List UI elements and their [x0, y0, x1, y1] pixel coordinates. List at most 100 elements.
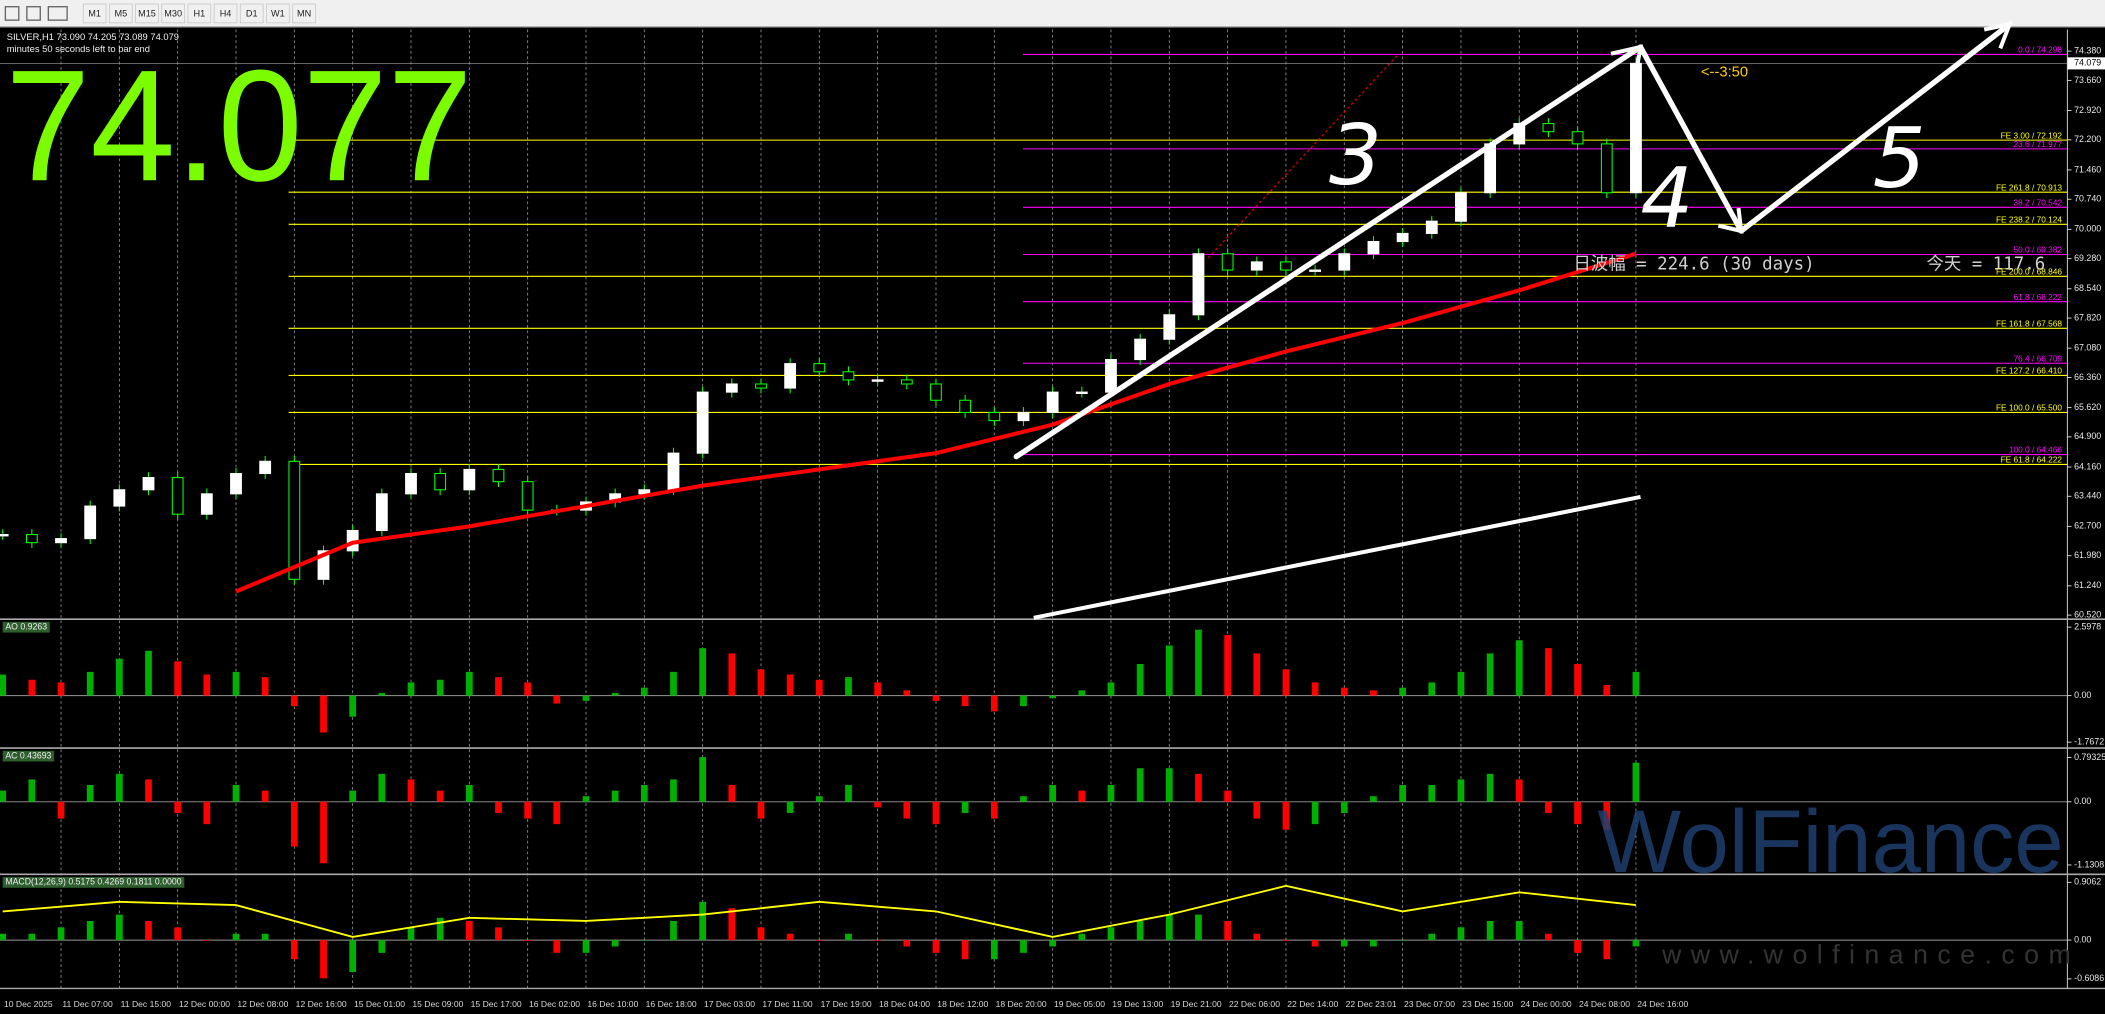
toolbar-icon[interactable] — [26, 6, 41, 21]
y-tick-label: 0.00 — [2074, 690, 2091, 700]
histogram-bar — [261, 933, 269, 941]
timeframe-button[interactable] — [239, 3, 264, 24]
histogram-bar — [1049, 695, 1056, 699]
histogram-bar — [874, 682, 881, 696]
histogram-bar — [0, 933, 7, 941]
histogram-bar — [1515, 920, 1523, 941]
histogram-bar — [1078, 790, 1086, 802]
histogram-bar — [1457, 927, 1465, 941]
histogram-bar — [290, 695, 298, 707]
timeframe-label[interactable]: H1 — [194, 9, 206, 19]
histogram-bar — [1428, 785, 1436, 802]
candle — [1571, 131, 1584, 145]
histogram-bar — [728, 908, 736, 941]
histogram-bar — [932, 695, 940, 701]
timeframe-button[interactable] — [109, 3, 133, 24]
timeframe-label[interactable]: D1 — [246, 9, 258, 19]
histogram-bar — [582, 940, 590, 953]
histogram-bar — [1195, 914, 1202, 941]
x-tick-label: 17 Dec 03:00 — [704, 999, 755, 1009]
bar-countdown: minutes 50 seconds left to bar end — [7, 43, 150, 54]
fib-label: FE 161.8 / 67.568 — [1996, 318, 2062, 328]
watermark-url: www.wolfinance.com — [1661, 939, 2080, 969]
y-tick-label: 62.700 — [2074, 521, 2101, 531]
histogram-bar — [553, 695, 561, 704]
indicator-label-bg — [2, 877, 185, 888]
histogram-bar — [1545, 801, 1552, 813]
histogram-bar — [932, 801, 940, 825]
timeframe-button[interactable] — [187, 3, 212, 24]
candle — [1105, 359, 1117, 393]
fib-label: 100.0 / 64.466 — [2009, 445, 2063, 455]
current-price-label: 74.079 — [2074, 58, 2101, 68]
histogram-bar — [903, 690, 911, 696]
candle — [1542, 123, 1555, 133]
histogram-bar — [961, 940, 969, 960]
wave-label: 5 — [1873, 110, 1926, 207]
timeframe-button[interactable] — [213, 3, 238, 24]
y-tick-label: -1.1308 — [2074, 859, 2104, 869]
indicator-label: AC 0.43693 — [5, 750, 51, 760]
timeframe-label[interactable]: W1 — [271, 9, 285, 19]
timeframe-label[interactable]: M30 — [164, 9, 182, 19]
timeframe-label[interactable]: H4 — [220, 9, 232, 19]
toolbar-icon[interactable] — [47, 6, 68, 21]
histogram-bar — [1107, 682, 1115, 696]
timeframe-button[interactable] — [82, 3, 107, 24]
marks-layer — [0, 57, 1642, 979]
histogram-bar — [757, 669, 765, 696]
histogram-bar — [174, 927, 182, 941]
y-tick-label: 61.980 — [2074, 550, 2101, 560]
histogram-bar — [1253, 653, 1261, 696]
timeframe-label[interactable]: M15 — [138, 9, 156, 19]
y-tick-label: 70.000 — [2074, 224, 2101, 234]
candle — [1367, 241, 1380, 255]
timeframe-button[interactable] — [161, 3, 185, 24]
timeframe-label[interactable]: M5 — [114, 9, 127, 19]
candle — [988, 411, 1001, 422]
histogram-bar — [640, 940, 648, 941]
histogram-bar — [699, 757, 707, 802]
y-tick-label: 72.920 — [2074, 105, 2101, 115]
histogram-bar — [1165, 645, 1173, 696]
candle — [813, 363, 826, 373]
histogram-bar — [786, 674, 794, 696]
histogram-bar — [349, 695, 357, 717]
histogram-bar — [1632, 671, 1640, 696]
histogram-bar — [495, 801, 502, 813]
x-tick-label: 16 Dec 18:00 — [646, 999, 697, 1009]
fib-label: FE 61.8 / 64.222 — [2001, 455, 2063, 465]
histogram-bar — [524, 940, 532, 941]
histogram-bar — [553, 940, 561, 953]
candle — [1163, 314, 1176, 340]
histogram-bar — [115, 658, 123, 696]
timeframe-button[interactable] — [266, 3, 290, 24]
candle — [784, 363, 797, 389]
toolbar-icon[interactable] — [4, 6, 20, 21]
histogram-bar — [145, 920, 152, 941]
candle — [113, 489, 126, 507]
timeframe-button[interactable] — [292, 3, 316, 24]
histogram-bar — [495, 927, 502, 941]
histogram-bar — [465, 785, 473, 802]
histogram-bar — [290, 940, 298, 960]
histogram-bar — [1020, 796, 1027, 802]
timeframe-button[interactable] — [135, 3, 159, 24]
histogram-bar — [699, 648, 707, 696]
x-tick-label: 24 Dec 08:00 — [1579, 999, 1630, 1009]
histogram-bar — [465, 920, 473, 941]
histogram-bar — [1632, 940, 1640, 947]
timeframe-label[interactable]: M1 — [88, 9, 101, 19]
x-tick-label: 22 Dec 06:00 — [1229, 999, 1280, 1009]
histogram-bar — [1632, 762, 1640, 802]
timeframe-label[interactable]: MN — [297, 9, 311, 19]
candle — [1425, 220, 1438, 234]
histogram-bar — [1545, 648, 1552, 696]
histogram-bar — [1486, 773, 1494, 802]
y-tick-label: 0.9062 — [2074, 877, 2101, 887]
histogram-bar — [57, 927, 65, 941]
candle — [230, 472, 242, 495]
histogram-bar — [57, 682, 65, 696]
y-tick-label: 0.00 — [2074, 934, 2091, 944]
